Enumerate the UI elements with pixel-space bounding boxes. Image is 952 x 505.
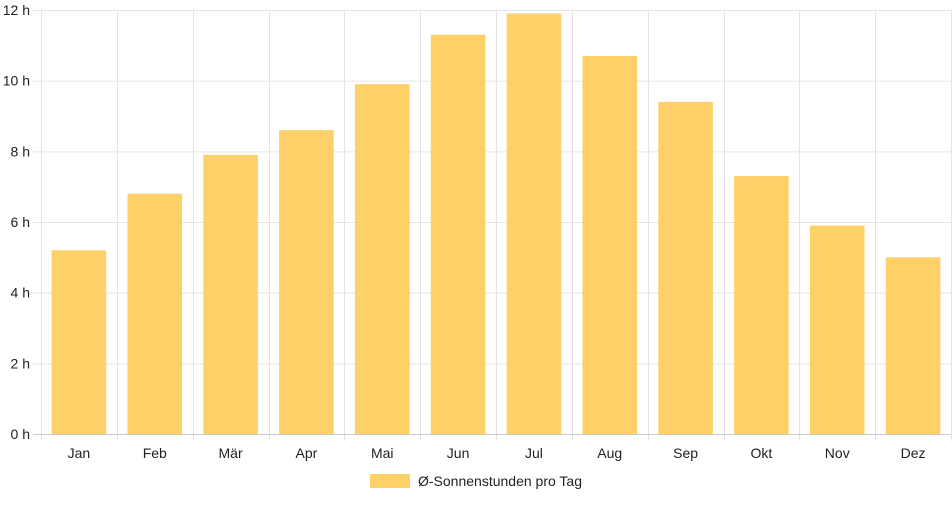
legend[interactable]: Ø-Sonnenstunden pro Tag: [370, 473, 582, 489]
y-tick-label: 2 h: [11, 355, 30, 371]
y-tick-label: 4 h: [11, 285, 30, 301]
x-tick-label: Dez: [901, 445, 926, 461]
x-tick-label: Feb: [143, 445, 167, 461]
x-tick-label: Jan: [68, 445, 91, 461]
bar-aug: [582, 55, 638, 434]
x-tick-label: Okt: [751, 445, 773, 461]
legend-swatch: [370, 474, 410, 488]
bar-mai: [354, 84, 410, 434]
bars-layer: [51, 13, 941, 435]
bar-jul: [506, 13, 562, 435]
axes-layer: 0 h 2 h 4 h 6 h 8 h 10 h 12 h Jan Feb Mär Apr Mai Ju…: [3, 2, 951, 461]
grid-layer: [33, 10, 952, 441]
bar-sep: [658, 101, 713, 434]
bar-apr: [279, 130, 334, 434]
y-tick-label: 12 h: [3, 2, 30, 18]
x-tick-label: Aug: [597, 445, 622, 461]
bar-jan: [51, 250, 107, 434]
bar-okt: [734, 176, 789, 435]
x-tick-label: Sep: [673, 445, 698, 461]
y-tick-label: 10 h: [3, 73, 30, 89]
bar-jun: [430, 34, 486, 434]
bar-feb: [127, 193, 183, 434]
x-tick-label: Mär: [219, 445, 243, 461]
x-tick-label: Nov: [825, 445, 850, 461]
x-tick-label: Mai: [371, 445, 394, 461]
bar-nov: [809, 225, 865, 434]
bar-mär: [203, 154, 258, 434]
y-tick-label: 0 h: [11, 426, 30, 442]
y-tick-label: 6 h: [11, 214, 30, 230]
bar-dez: [885, 257, 941, 434]
x-tick-label: Apr: [296, 445, 318, 461]
x-tick-label: Jul: [525, 445, 543, 461]
x-tick-label: Jun: [447, 445, 470, 461]
legend-label: Ø-Sonnenstunden pro Tag: [418, 473, 582, 489]
y-tick-label: 8 h: [11, 143, 30, 159]
